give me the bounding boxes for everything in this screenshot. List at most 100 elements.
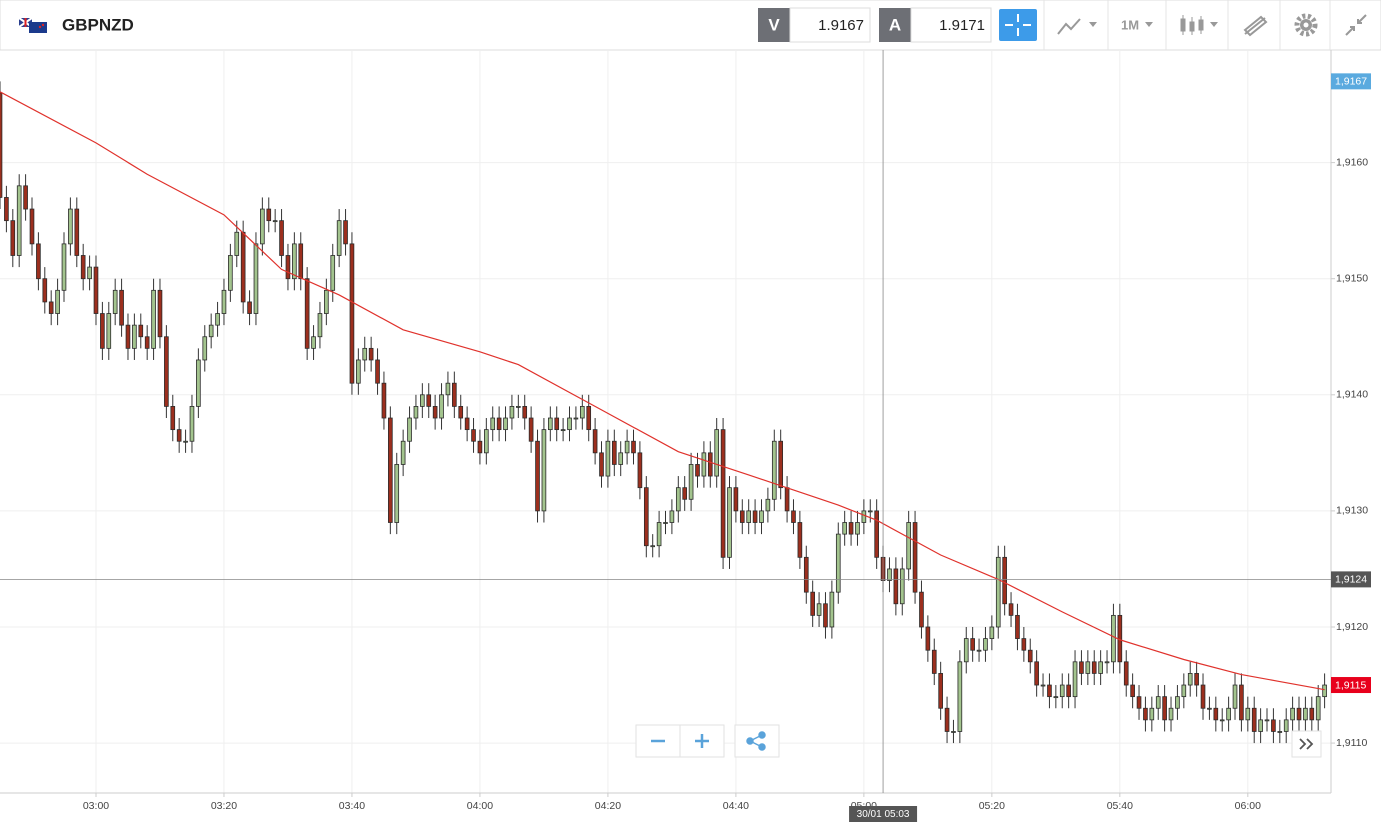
candle-body xyxy=(125,324,131,349)
candle-body xyxy=(298,243,304,280)
candle-body xyxy=(253,243,259,314)
scroll-end-button[interactable] xyxy=(1291,730,1322,758)
candle-body xyxy=(560,429,566,432)
candle-body xyxy=(823,603,828,628)
candle-body xyxy=(1130,684,1135,698)
candle-body xyxy=(1264,719,1270,722)
candle-body xyxy=(439,394,444,419)
candle-body xyxy=(74,208,80,256)
candle-body xyxy=(61,243,67,291)
candle-body xyxy=(1066,684,1071,698)
candle-body xyxy=(855,522,860,535)
candle-body xyxy=(1322,684,1327,698)
candle-body xyxy=(957,661,963,732)
candle-body xyxy=(963,638,969,663)
candle-body xyxy=(1015,614,1020,639)
candle-body xyxy=(1136,696,1142,709)
candle-body xyxy=(765,498,771,512)
candle-body xyxy=(317,313,323,338)
candle-body xyxy=(208,324,214,338)
crosshair-button[interactable] xyxy=(999,9,1037,41)
candle-body xyxy=(247,301,252,314)
candle-body xyxy=(733,487,739,512)
candle-body xyxy=(746,510,752,523)
buy-button[interactable] xyxy=(879,8,911,42)
price-tag-label: 1,9115 xyxy=(1335,679,1366,691)
share-button[interactable] xyxy=(734,724,780,758)
y-tick-label: 1,9150 xyxy=(1336,272,1368,284)
candle-body xyxy=(701,452,707,477)
candle-body xyxy=(1187,673,1193,686)
candle-body xyxy=(1021,638,1027,651)
candle-style-button[interactable] xyxy=(1180,15,1218,35)
timeframe-caret xyxy=(1145,22,1153,27)
candle-body xyxy=(55,289,60,314)
candle-body xyxy=(835,533,841,593)
candle-body xyxy=(611,440,617,465)
candle-body xyxy=(16,185,22,256)
candle-body xyxy=(829,591,835,628)
candle-body xyxy=(112,289,118,314)
candle-body xyxy=(1290,707,1295,721)
buy-price-box[interactable] xyxy=(910,7,992,43)
candle-body xyxy=(522,406,528,419)
candle-body xyxy=(842,522,847,535)
candle-body xyxy=(1034,661,1039,686)
moving-average xyxy=(0,91,1325,691)
sell-button[interactable] xyxy=(758,8,790,42)
chart-type-button[interactable] xyxy=(1057,18,1097,35)
candle-body xyxy=(368,347,374,361)
candle-body xyxy=(1277,731,1283,733)
x-tick-label: 03:40 xyxy=(339,800,365,812)
candle-body xyxy=(80,255,86,280)
price-tag-label: 1,9167 xyxy=(1335,76,1367,88)
candle-body xyxy=(464,417,470,431)
zoom-controls xyxy=(635,724,1322,758)
candle-body xyxy=(1219,719,1225,722)
candle-body xyxy=(234,231,240,256)
sell-price: 1.9167 xyxy=(818,17,864,34)
candle-body xyxy=(1213,707,1219,721)
collapse-button[interactable] xyxy=(1345,14,1367,36)
candle-body xyxy=(189,406,195,442)
sell-price-box[interactable] xyxy=(789,7,871,43)
x-tick-label: 04:40 xyxy=(723,800,749,812)
buy-label: A xyxy=(889,15,901,34)
settings-button[interactable] xyxy=(1294,13,1318,37)
x-tick-label: 05:20 xyxy=(979,800,1005,812)
candle-body xyxy=(477,440,483,454)
candle-body xyxy=(944,707,950,732)
candle-body xyxy=(503,417,508,431)
candle-body xyxy=(771,440,777,500)
x-tick-label: 03:00 xyxy=(83,800,109,812)
candle-body xyxy=(196,359,201,407)
candle-body xyxy=(650,545,656,548)
candle-body xyxy=(221,289,227,314)
candle-body xyxy=(618,452,624,465)
candle-body xyxy=(228,255,233,291)
candle-body xyxy=(976,649,982,652)
timeframe[interactable]: 1M xyxy=(1121,17,1139,32)
candle-body xyxy=(1162,696,1167,721)
candle-body xyxy=(272,220,278,223)
candle-body xyxy=(1079,661,1084,674)
candle-body xyxy=(29,208,35,245)
candle-body xyxy=(292,243,297,280)
candle-body xyxy=(1181,684,1187,698)
y-tick-label: 1,9130 xyxy=(1336,505,1368,517)
candle-body xyxy=(1283,719,1289,732)
candle-body xyxy=(100,313,105,349)
candle-body xyxy=(0,92,3,198)
draw-tool-button[interactable] xyxy=(1243,15,1268,37)
candle-body xyxy=(899,568,905,605)
candle-body xyxy=(624,440,630,454)
candle-body xyxy=(452,382,457,407)
crosshair-y-label: 1,9124 xyxy=(1335,574,1367,586)
candle-body xyxy=(215,313,220,326)
candle-body xyxy=(579,406,585,419)
candle-body xyxy=(669,510,675,523)
candle-body xyxy=(407,417,412,442)
candle-body xyxy=(810,591,815,616)
